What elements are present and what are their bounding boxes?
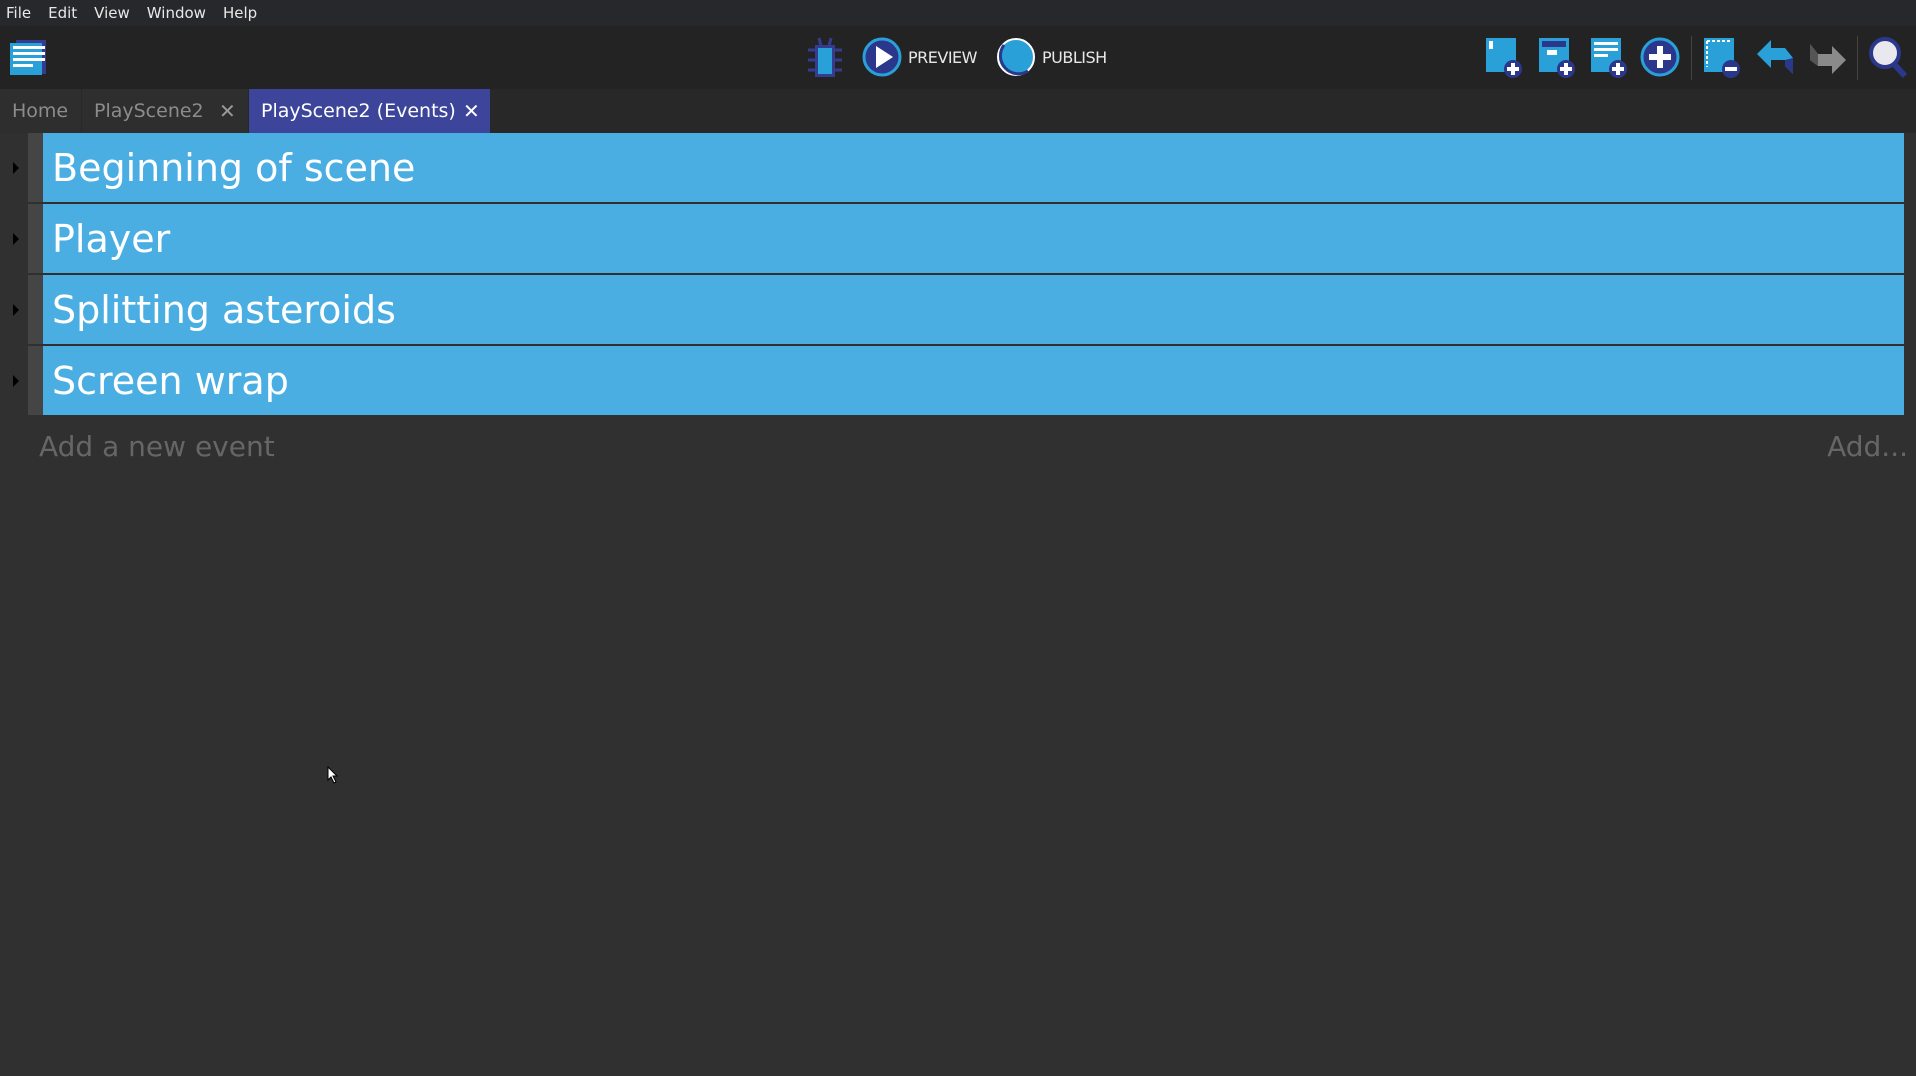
publish-label: PUBLISH xyxy=(1042,47,1107,67)
close-icon[interactable]: ✕ xyxy=(219,99,236,123)
menu-bar: File Edit View Window Help xyxy=(0,0,1916,26)
search-button[interactable] xyxy=(1868,36,1908,78)
delete-button[interactable] xyxy=(1702,36,1742,78)
event-handle[interactable] xyxy=(28,346,43,415)
event-handle[interactable] xyxy=(28,275,43,344)
expand-arrow-icon[interactable] xyxy=(13,162,19,174)
undo-button[interactable] xyxy=(1755,36,1795,78)
tab-bar: Home PlayScene2 ✕ PlayScene2 (Events) ✕ xyxy=(0,89,1916,133)
toolbar: PREVIEW PUBLISH xyxy=(0,26,1916,89)
close-icon[interactable]: ✕ xyxy=(463,99,480,123)
add-other-button[interactable] xyxy=(1640,36,1680,78)
event-handle[interactable] xyxy=(28,204,43,273)
event-group-title[interactable]: Splitting asteroids xyxy=(43,275,1904,344)
menu-file[interactable]: File xyxy=(6,4,32,22)
publish-icon xyxy=(997,38,1035,76)
add-other-icon xyxy=(1640,37,1680,77)
event-handle[interactable] xyxy=(28,133,43,202)
menu-help[interactable]: Help xyxy=(222,4,258,22)
event-group: Player xyxy=(0,204,1916,275)
delete-icon xyxy=(1704,38,1740,78)
event-group: Beginning of scene xyxy=(0,133,1916,204)
redo-icon xyxy=(1810,44,1846,74)
events-list: Beginning of scene Player Splitting aste… xyxy=(0,133,1916,417)
add-comment-icon xyxy=(1591,38,1627,78)
debugger-button[interactable] xyxy=(804,36,846,78)
tab-label: Home xyxy=(12,100,69,122)
expand-arrow-icon[interactable] xyxy=(13,233,19,245)
preview-label: PREVIEW xyxy=(908,47,977,67)
add-event-icon xyxy=(1486,38,1522,78)
redo-button[interactable] xyxy=(1808,36,1848,78)
tab-label: PlayScene2 xyxy=(94,100,204,122)
preview-icon xyxy=(862,37,902,77)
search-icon xyxy=(1869,37,1908,78)
publish-button[interactable]: PUBLISH xyxy=(996,36,1107,78)
tab-home[interactable]: Home xyxy=(0,89,81,133)
undo-icon xyxy=(1757,40,1793,74)
event-group-title[interactable]: Player xyxy=(43,204,1904,273)
project-manager-icon xyxy=(10,40,46,75)
event-group-title[interactable]: Beginning of scene xyxy=(43,133,1904,202)
tab-label: PlayScene2 (Events) xyxy=(261,100,456,122)
menu-edit[interactable]: Edit xyxy=(48,4,78,22)
menu-view[interactable]: View xyxy=(94,4,130,22)
expand-arrow-icon[interactable] xyxy=(13,375,19,387)
add-comment-button[interactable] xyxy=(1589,36,1629,78)
toolbar-separator xyxy=(1857,36,1858,80)
add-event-row: Add a new event Add... xyxy=(0,424,1916,472)
mouse-cursor-icon xyxy=(327,766,339,784)
add-button[interactable]: Add... xyxy=(1827,430,1908,463)
expand-arrow-icon[interactable] xyxy=(13,304,19,316)
add-event-button[interactable] xyxy=(1484,36,1524,78)
tab-playscene2[interactable]: PlayScene2 ✕ xyxy=(82,89,248,133)
event-group: Screen wrap xyxy=(0,346,1916,417)
menu-window[interactable]: Window xyxy=(146,4,206,22)
add-event-placeholder[interactable]: Add a new event xyxy=(39,430,275,463)
event-group-title[interactable]: Screen wrap xyxy=(43,346,1904,415)
debugger-icon xyxy=(808,37,842,77)
event-group: Splitting asteroids xyxy=(0,275,1916,346)
add-subevent-icon xyxy=(1539,38,1575,78)
toolbar-separator xyxy=(1691,36,1692,80)
add-subevent-button[interactable] xyxy=(1537,36,1577,78)
tab-playscene2-events[interactable]: PlayScene2 (Events) ✕ xyxy=(249,89,490,133)
project-manager-button[interactable] xyxy=(8,36,48,78)
preview-button[interactable]: PREVIEW xyxy=(862,36,977,78)
